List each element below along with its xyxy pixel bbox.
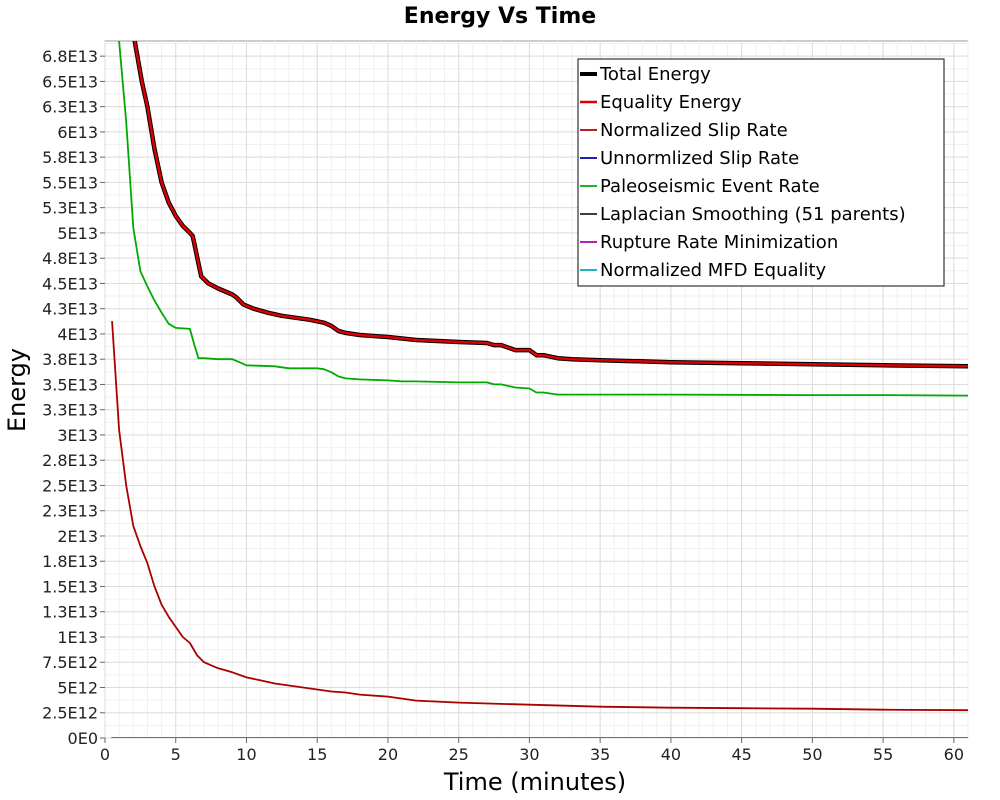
y-tick-label: 3E13 xyxy=(57,426,98,445)
y-tick-label: 1.3E13 xyxy=(42,603,98,622)
x-axis-ticks: 0 5 10 15 20 25 30 35 40 45 50 55 60 xyxy=(100,738,964,764)
legend-entry-label: Normalized Slip Rate xyxy=(600,120,788,141)
chart-title: Energy Vs Time xyxy=(404,4,596,29)
y-tick-label: 4.5E13 xyxy=(42,274,98,293)
y-tick-label: 2.5E13 xyxy=(42,476,98,495)
series-line-4 xyxy=(118,41,968,397)
y-tick-label: 6.5E13 xyxy=(42,72,98,91)
legend-entry-label: Equality Energy xyxy=(600,92,742,113)
y-tick-label: 4E13 xyxy=(57,325,98,344)
legend-entry-label: Unnormlized Slip Rate xyxy=(600,148,799,169)
legend-entry-label: Total Energy xyxy=(599,64,711,85)
y-tick-label: 2E13 xyxy=(57,527,98,546)
x-tick-label: 10 xyxy=(236,745,256,764)
y-tick-label: 1E13 xyxy=(57,628,98,647)
x-tick-label: 55 xyxy=(873,745,893,764)
x-tick-label: 30 xyxy=(519,745,539,764)
x-tick-label: 50 xyxy=(802,745,822,764)
y-tick-label: 5.5E13 xyxy=(42,173,98,192)
y-tick-label: 2.8E13 xyxy=(42,451,98,470)
y-tick-label: 2.5E12 xyxy=(42,704,98,723)
x-tick-label: 40 xyxy=(661,745,681,764)
x-tick-label: 0 xyxy=(100,745,110,764)
y-tick-label: 6.3E13 xyxy=(42,98,98,117)
legend-entry-label: Rupture Rate Minimization xyxy=(600,232,838,253)
y-tick-label: 3.5E13 xyxy=(42,375,98,394)
y-tick-label: 5E13 xyxy=(57,224,98,243)
y-tick-label: 5.8E13 xyxy=(42,148,98,167)
legend-entry-label: Paleoseismic Event Rate xyxy=(600,176,820,197)
y-tick-label: 3.3E13 xyxy=(42,401,98,420)
legend-entry-label: Laplacian Smoothing (51 parents) xyxy=(600,204,906,225)
y-tick-label: 2.3E13 xyxy=(42,502,98,521)
x-tick-label: 15 xyxy=(307,745,327,764)
series-line-1 xyxy=(133,41,968,368)
x-tick-label: 20 xyxy=(378,745,398,764)
series-lines xyxy=(111,41,968,738)
y-tick-label: 5E12 xyxy=(57,678,98,697)
legend: Total Energy Equality Energy Normalized Sl… xyxy=(577,58,945,287)
y-tick-label: 5.3E13 xyxy=(42,199,98,218)
x-tick-label: 5 xyxy=(171,745,181,764)
x-tick-label: 60 xyxy=(944,745,964,764)
series-line-2 xyxy=(111,320,968,712)
y-tick-label: 4.3E13 xyxy=(42,300,98,319)
y-tick-label: 6E13 xyxy=(57,123,98,142)
y-tick-label: 7.5E12 xyxy=(42,653,98,672)
x-axis-label: Time (minutes) xyxy=(443,768,626,796)
y-tick-label: 6.8E13 xyxy=(42,47,98,66)
y-tick-label: 4.8E13 xyxy=(42,249,98,268)
x-tick-label: 35 xyxy=(590,745,610,764)
y-tick-label: 1.8E13 xyxy=(42,552,98,571)
y-axis-label: Energy xyxy=(3,348,31,432)
legend-entry-label: Normalized MFD Equality xyxy=(600,260,827,281)
y-tick-label: 3.8E13 xyxy=(42,350,98,369)
x-tick-label: 25 xyxy=(449,745,469,764)
y-axis-ticks: 0E0 2.5E12 5E12 7.5E12 1E13 1.3E13 1.5E13 1.8E1… xyxy=(42,47,105,748)
y-tick-label: 1.5E13 xyxy=(42,577,98,596)
y-tick-label: 0E0 xyxy=(68,729,98,748)
x-tick-label: 45 xyxy=(731,745,751,764)
legend-box xyxy=(577,58,945,287)
